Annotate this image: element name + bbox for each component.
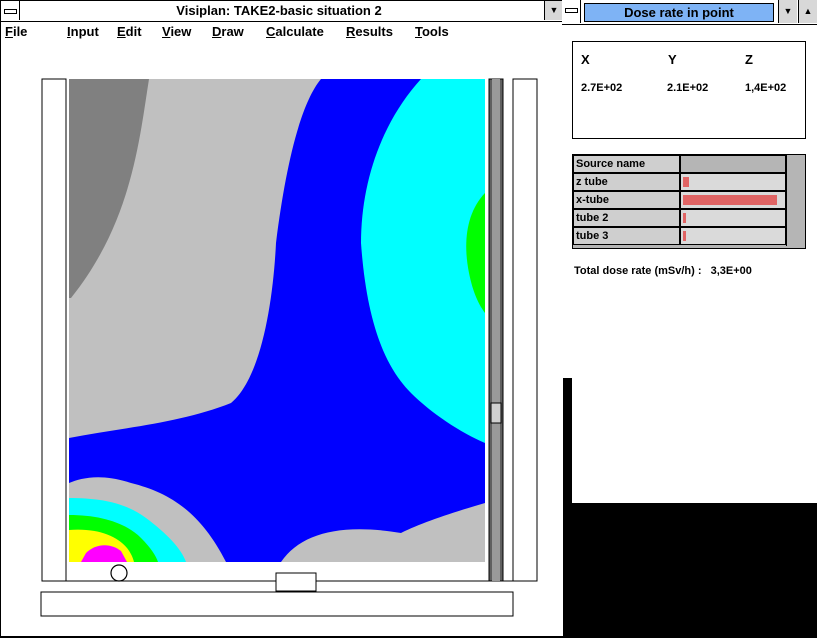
dose-contour-map [69, 79, 485, 562]
main-window: Visiplan: TAKE2-basic situation 2 ▼ File… [0, 0, 564, 637]
contour-dark-gray [69, 79, 149, 298]
dose-rate-window: Dose rate in point ▼ ▲ X Y Z 2.7E+02 2.1… [562, 0, 817, 378]
menu-edit[interactable]: Edit [117, 24, 142, 39]
contour-magenta [81, 545, 127, 562]
z-value: 1,4E+02 [745, 82, 787, 94]
contour-green-right [466, 193, 485, 313]
right-wall [512, 78, 538, 582]
source-bar-cell [680, 173, 786, 191]
source-name-row[interactable]: tube 2 [573, 209, 680, 227]
z-label: Z [745, 52, 753, 67]
source-table-scrollbar[interactable] [786, 155, 804, 246]
dose-maximize-icon[interactable]: ▲ [798, 0, 817, 23]
dose-bar [683, 177, 689, 187]
plan-drawing[interactable] [1, 43, 563, 638]
total-dose-rate: Total dose rate (mSv/h) : 3,3E+00 [574, 265, 752, 277]
dose-window-title: Dose rate in point [584, 3, 774, 22]
menu-bar: File Input Edit View Draw Calculate Resu… [1, 22, 563, 42]
source-name-row[interactable]: tube 3 [573, 227, 680, 245]
menu-view[interactable]: View [162, 24, 192, 39]
menu-file[interactable]: File [5, 24, 28, 39]
total-dose-value: 3,3E+00 [710, 265, 752, 277]
coordinates-panel: X Y Z 2.7E+02 2.1E+02 1,4E+02 [572, 41, 806, 139]
scrollbar-track [492, 79, 500, 581]
source-bar-cell [680, 191, 786, 209]
menu-calculate[interactable]: Calculate [266, 24, 324, 39]
door-object[interactable] [275, 572, 317, 592]
menu-tools[interactable]: Tools [415, 24, 449, 39]
source-bar-cell [680, 227, 786, 245]
dose-minimize-icon[interactable]: ▼ [778, 0, 797, 23]
bar-header-cell [680, 155, 786, 173]
menu-draw[interactable]: Draw [212, 24, 244, 39]
window-title: Visiplan: TAKE2-basic situation 2 [176, 3, 382, 18]
scrollbar-thumb[interactable] [490, 402, 502, 424]
bottom-wall [40, 591, 514, 617]
minimize-icon[interactable]: ▼ [544, 1, 563, 20]
source-table-header: Source name [573, 155, 680, 173]
source-marker[interactable] [110, 564, 128, 582]
source-name-row[interactable]: z tube [573, 173, 680, 191]
dose-system-menu-icon[interactable] [562, 0, 581, 23]
source-bar-cell [680, 209, 786, 227]
main-title-bar: Visiplan: TAKE2-basic situation 2 ▼ [1, 1, 563, 22]
menu-input[interactable]: Input [67, 24, 99, 39]
x-value: 2.7E+02 [581, 82, 623, 94]
dose-title-bar: Dose rate in point ▼ ▲ [562, 0, 817, 25]
source-name-row[interactable]: x-tube [573, 191, 680, 209]
y-value: 2.1E+02 [667, 82, 709, 94]
left-wall [41, 78, 67, 582]
dose-bar [683, 231, 686, 241]
source-table: Source name z tube x-tube tube 2 tube 3 [572, 154, 806, 249]
dose-bar [683, 195, 777, 205]
dose-bar [683, 213, 686, 223]
dose-window-extension [572, 377, 817, 503]
menu-results[interactable]: Results [346, 24, 393, 39]
total-dose-label: Total dose rate (mSv/h) : [574, 265, 702, 277]
x-label: X [581, 52, 590, 67]
y-label: Y [668, 52, 677, 67]
contour-cyan-right [361, 79, 485, 443]
system-menu-icon[interactable] [1, 1, 20, 20]
